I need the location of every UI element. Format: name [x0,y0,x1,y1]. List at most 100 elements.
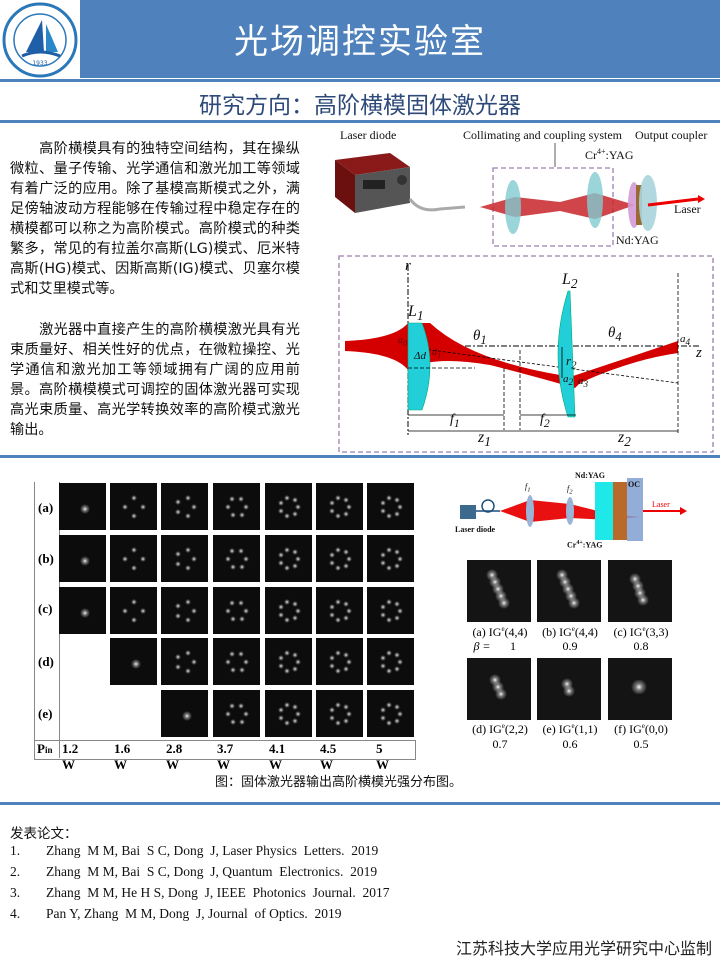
subtitle-divider [0,120,720,123]
mode-pattern-image [265,638,312,685]
axis-z: z [696,345,702,361]
label-output-coupler: Output coupler [635,128,708,142]
mode-pattern-image [213,690,260,737]
ig-label-oc: OC [628,480,640,489]
row-label-d: (d) [38,654,54,669]
label-L2: L2 [562,271,578,292]
cr-yag-block [613,482,627,540]
ig-caption-d: (d) IGe(2,2) [472,722,528,736]
lens-2 [587,172,603,228]
ig-setup-figure: Laser diode f1 f2 Nd:YAG OC Laser Cr4+:Y… [445,470,720,550]
laser-setup-figure: Laser diode Collimating and coupling sys… [330,125,720,455]
university-logo: 1933 [2,2,78,78]
mode-pattern-image [161,535,208,582]
mode-pattern-image [161,587,208,634]
mode-pattern-image [367,535,414,582]
beam-profile [345,323,678,388]
row-label-c: (c) [38,601,53,616]
ig-label-cr-yag: Cr4+:YAG [567,540,603,550]
lens-f1 [526,495,534,527]
intro-paragraph-2: 激光器中直接产生的高阶横模激光具有光束质量好、相关性好的优点，在微粒操控、光学通… [10,322,300,438]
publication-item: 2. Zhang M M, Bai S C, Dong J, Quantum El… [10,864,378,879]
power-4: 3.7 W [217,741,234,772]
mode-pattern-image [59,483,106,530]
label-laser-diode: Laser diode [340,128,397,142]
mode-pattern-image [316,535,363,582]
cr-yag-crystal [636,185,642,225]
mode-pattern-image [316,638,363,685]
label-f1: f1 [450,412,460,430]
power-6: 4.5 W [320,741,337,772]
mode-pattern-image [316,587,363,634]
label-z1: z1 [478,429,491,450]
ig-caption-b: (b) IGe(4,4) [542,625,598,639]
label-laser: Laser [674,202,701,216]
logo-year: 1933 [32,60,47,67]
mode-pattern-image [213,535,260,582]
mode-pattern-image [367,690,414,737]
mode-pattern-image [110,638,157,685]
label-nd-yag: Nd:YAG [616,233,659,247]
ig-label-nd-yag: Nd:YAG [575,471,605,480]
lens-L1 [407,322,431,411]
ig-label-f2: f2 [567,484,573,496]
label-theta1: θ1 [473,328,487,347]
power-2: 1.6 W [114,741,131,772]
power-7: 5 W [376,741,389,772]
power-3: 2.8 W [166,741,183,772]
publication-item: 1. Zhang M M, Bai S C, Dong J, Laser Phys… [10,843,379,858]
pump-beam [480,193,635,219]
publication-item: 4. Pan Y, Zhang M M, Dong J, Journal of O… [10,906,342,921]
ig-mode-image [537,560,601,622]
mode-pattern-image [367,638,414,685]
publications-heading: 发表论文： [10,826,78,842]
label-a3: a3 [578,375,589,390]
beta-a: 1 [510,639,516,653]
laser-arrow-icon [698,195,705,203]
label-collimating-system: Collimating and coupling system [463,128,622,142]
publication-item: 3. Zhang M M, He H S, Dong J, IEEE Photon… [10,885,390,900]
ig-caption-f: (f) IGe(0,0) [614,722,668,736]
ig-mode-image [537,658,601,720]
mode-pattern-image [59,535,106,582]
section-subtitle: 研究方向：高阶横模固体激光器 [199,93,521,119]
nd-yag-block [595,482,613,540]
ig-label-laser: Laser [652,500,670,509]
ig-mode-image [608,658,672,720]
axis-r: r [405,258,411,274]
header-divider [0,79,720,82]
laser-diode-icon [460,505,476,519]
mode-pattern-image [265,535,312,582]
publications-divider [0,802,720,805]
mode-pattern-image [316,690,363,737]
ig-caption-a: (a) IGe(4,4) [472,625,528,639]
ig-caption-e: (e) IGe(1,1) [542,722,598,736]
label-cr-yag: Cr4+:YAG [585,147,634,162]
label-a0: a0 [398,335,408,348]
pin-label: Pin [37,741,53,756]
mode-pattern-image [59,587,106,634]
beta-d: 0.7 [492,737,508,751]
ig-label-f1: f1 [525,482,531,494]
power-5: 4.1 W [269,741,286,772]
row-label-e: (e) [38,706,53,721]
mode-pattern-image [213,638,260,685]
intro-paragraph-1: 高阶横模具有的独特空间结构，其在操纵微粒、量子传输、光学通信和激光加工等领域有着… [10,141,300,297]
mode-pattern-image [161,483,208,530]
page-title: 光场调控实验室 [234,22,486,62]
lens-1 [505,180,521,234]
figure-caption: 图：固体激光器输出高阶横模光强分布图。 [215,775,463,790]
footer-credit: 江苏科技大学应用光学研究中心监制 [455,939,712,958]
label-theta4: θ4 [608,325,622,344]
mode-pattern-image [110,587,157,634]
ig-mode-image [467,658,531,720]
oc-block [627,478,643,541]
mode-pattern-image [161,690,208,737]
power-row [34,740,416,760]
row-label-a: (a) [38,500,54,515]
mode-pattern-image [213,587,260,634]
label-d1: d1 [432,347,442,360]
section-divider [0,455,720,458]
beta-b: 0.9 [562,639,578,653]
ig-label-laser-diode: Laser diode [455,525,496,534]
